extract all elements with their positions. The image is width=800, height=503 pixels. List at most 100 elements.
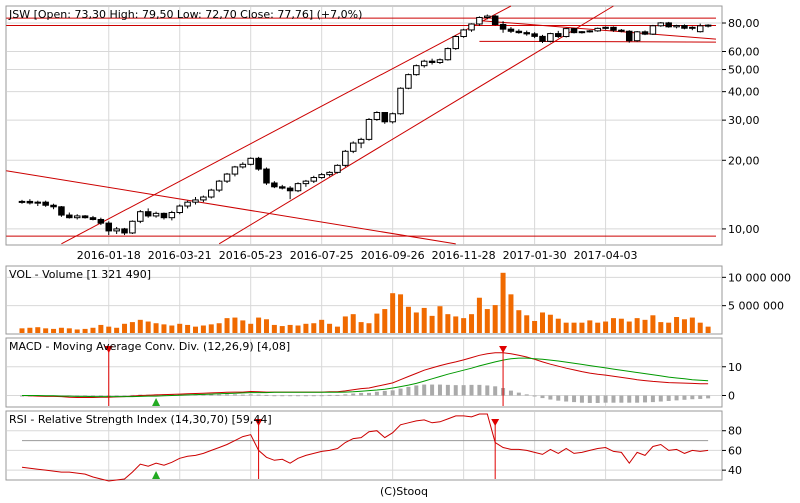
macd-line (21, 352, 709, 398)
volume-bar (66, 328, 72, 333)
rsi-line (21, 413, 709, 482)
candle-body (263, 168, 270, 184)
panel-frame-0 (5, 5, 723, 246)
macd-histogram-bar (635, 395, 640, 403)
macd-histogram-bar (414, 385, 419, 396)
candle-body (278, 186, 286, 189)
macd-histogram-bar (398, 388, 403, 396)
volume-bar (185, 324, 191, 333)
macd-histogram-bar (508, 390, 513, 396)
candle-body (657, 22, 665, 27)
x-tick-label: 2017-01-30 (503, 249, 567, 262)
candle-body (539, 35, 546, 42)
candle-body (618, 29, 625, 32)
candle-body (302, 180, 310, 185)
macd-histogram-bar (698, 395, 703, 399)
macd-histogram-bar (382, 390, 387, 396)
candle-body (673, 25, 680, 28)
macd-histogram-bar (264, 394, 269, 396)
rsi-signal-down-marker (491, 419, 500, 426)
macd-histogram-bar (579, 395, 584, 403)
candle-body (420, 60, 428, 67)
macd-histogram-bar (209, 394, 214, 396)
candle-body (610, 26, 617, 31)
volume-bar (74, 329, 80, 333)
candle-body (491, 15, 499, 26)
candle-body (310, 177, 318, 182)
candle-body (192, 199, 199, 203)
macd-histogram-bar (240, 394, 245, 396)
price-tick-label: 20,00 (728, 154, 760, 167)
volume-bar (366, 323, 372, 333)
x-tick-label: 2016-09-26 (361, 249, 425, 262)
rsi-tick-label: 80 (728, 425, 742, 438)
volume-bar (350, 314, 356, 333)
volume-bar (200, 325, 206, 333)
macd-histogram-bar (650, 395, 655, 403)
macd-histogram-bar (319, 395, 324, 397)
volume-bar (587, 320, 593, 333)
volume-bar (51, 328, 57, 333)
macd-histogram-bar (311, 395, 316, 397)
volume-bar (145, 321, 151, 333)
volume-bar (287, 324, 293, 333)
candle-body (649, 25, 657, 35)
macd-histogram-bar (296, 395, 301, 397)
candle-body (515, 30, 523, 34)
candle-body (144, 211, 152, 217)
trend-line (218, 5, 614, 245)
volume-bar (508, 294, 514, 333)
volume-bar (398, 294, 404, 333)
volume-bar (232, 317, 238, 333)
macd-histogram-bar (595, 395, 600, 403)
volume-bar (129, 322, 135, 333)
candle-body (18, 200, 26, 203)
candle-body (452, 36, 460, 50)
volume-bar (705, 326, 711, 333)
volume-bar (169, 325, 175, 333)
candle-body (334, 164, 341, 173)
macd-histogram-bar (406, 386, 411, 396)
volume-bar (295, 325, 301, 333)
volume-bar (697, 322, 703, 333)
x-tick-label: 2016-01-18 (77, 249, 141, 262)
volume-bar (484, 309, 490, 333)
volume-bar (98, 324, 104, 333)
macd-histogram-bar (603, 395, 608, 403)
volume-bar (500, 272, 506, 333)
price-tick-label: 10,00 (728, 223, 760, 236)
rsi-tick-label: 40 (728, 464, 742, 477)
macd-histogram-bar (359, 392, 364, 396)
volume-bar (58, 327, 64, 333)
candle-body (428, 60, 436, 63)
macd-histogram-bar (272, 395, 277, 397)
macd-histogram-bar (437, 384, 442, 396)
volume-bar (658, 322, 664, 333)
price-tick-label: 60,00 (728, 45, 760, 58)
volume-bar (571, 322, 577, 333)
volume-bar (279, 326, 285, 333)
candle-body (73, 215, 81, 219)
macd-histogram-bar (666, 395, 671, 401)
macd-signal-line (22, 357, 709, 398)
candle-body (231, 166, 239, 175)
candle-body (105, 222, 113, 232)
volume-bar (681, 319, 687, 333)
x-tick-label: 2016-07-25 (290, 249, 354, 262)
volume-bar (413, 312, 419, 333)
macd-histogram-bar (256, 394, 261, 396)
x-tick-label: 2017-04-03 (574, 249, 638, 262)
volume-bar (405, 306, 411, 333)
macd-histogram-bar (611, 395, 616, 403)
candle-body (42, 201, 49, 206)
x-tick-label: 2016-11-28 (432, 249, 496, 262)
volume-bar (137, 319, 143, 333)
volume-bar (27, 327, 33, 333)
macd-histogram-bar (658, 395, 663, 402)
candle-body (499, 24, 507, 30)
candle-body (66, 214, 73, 219)
candle-body (137, 211, 144, 222)
candle-body (547, 33, 554, 42)
